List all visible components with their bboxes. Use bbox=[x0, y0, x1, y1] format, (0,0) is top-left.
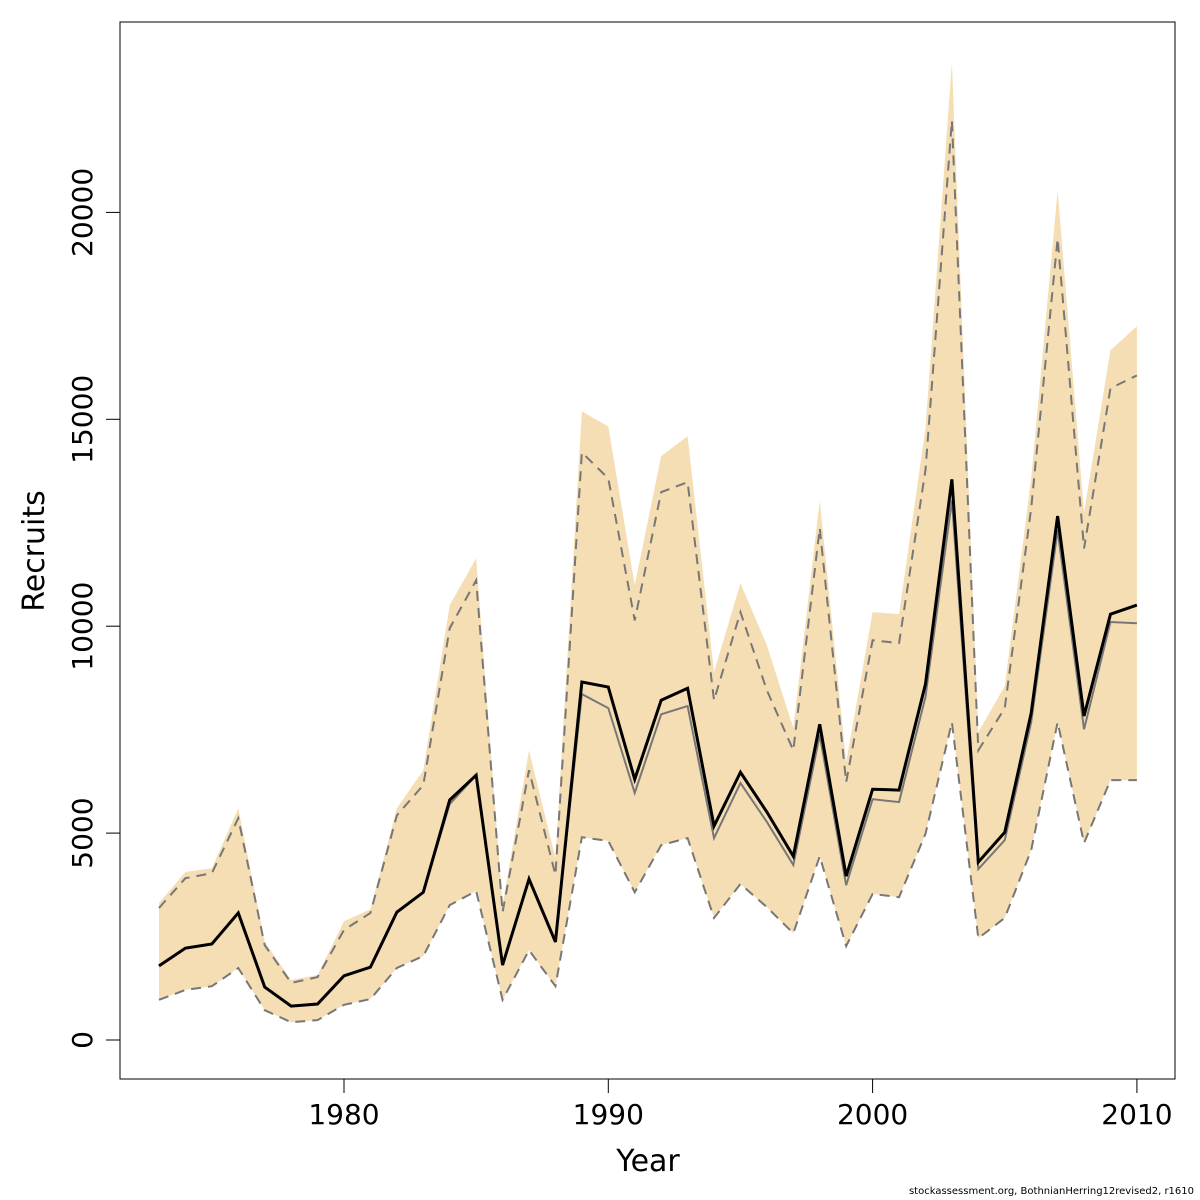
y-tick-label: 20000 bbox=[66, 168, 99, 257]
series-line-dashed-grey-0 bbox=[158, 120, 1138, 985]
y-tick-label: 15000 bbox=[66, 375, 99, 464]
y-tick-label: 10000 bbox=[66, 582, 99, 671]
x-tick-label: 1980 bbox=[308, 1098, 379, 1131]
x-tick-label: 2010 bbox=[1101, 1098, 1172, 1131]
x-axis-label: Year bbox=[615, 1144, 680, 1179]
y-axis-label: Recruits bbox=[17, 490, 52, 612]
x-tick-label: 1990 bbox=[573, 1098, 644, 1131]
x-tick-label: 2000 bbox=[837, 1098, 908, 1131]
footer-credit: stockassessment.org, BothnianHerring12re… bbox=[908, 1186, 1194, 1197]
series-line-solid-black-3 bbox=[158, 479, 1138, 1008]
confidence-band bbox=[158, 62, 1137, 1023]
y-tick-label: 0 bbox=[66, 1031, 99, 1049]
y-tick-label: 5000 bbox=[66, 797, 99, 868]
